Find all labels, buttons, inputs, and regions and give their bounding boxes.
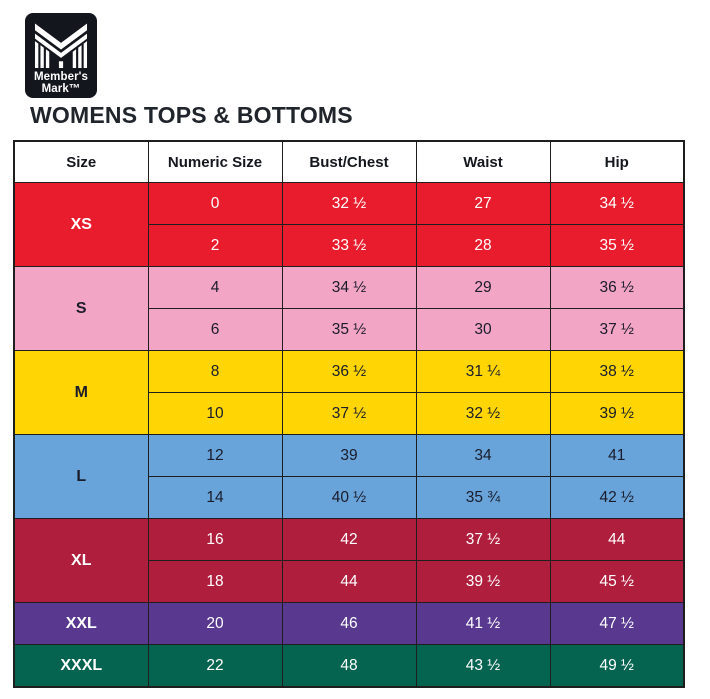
measurement-cell: 49 ½	[549, 644, 685, 688]
table-row: M 8 36 ½ 31 ¼ 38 ½	[13, 350, 685, 435]
logo-wordmark-line2: Mark™	[41, 83, 81, 95]
measurement-cell: 34	[415, 434, 551, 477]
size-group-cell: XL	[13, 518, 149, 603]
measurement-cell: 33 ½	[281, 224, 417, 267]
size-group-cell: XXXL	[13, 644, 149, 688]
table-header-row: Size Numeric Size Bust/Chest Waist Hip	[13, 140, 685, 183]
size-group-cell: XXL	[13, 602, 149, 645]
members-mark-monogram-icon	[34, 23, 88, 68]
size-chart-table: Size Numeric Size Bust/Chest Waist Hip XS 0 32…	[13, 140, 685, 688]
measurement-cell: 44	[549, 518, 685, 561]
table-row: L 12 39 34 41	[13, 434, 685, 519]
header-cell: Size	[13, 140, 149, 183]
measurement-cell: 14	[147, 476, 283, 519]
measurement-cell: 18	[147, 560, 283, 603]
header-cell: Hip	[549, 140, 685, 183]
measurement-cell: 48	[281, 644, 417, 688]
measurement-cell: 30	[415, 308, 551, 351]
measurement-cell: 32 ½	[281, 182, 417, 225]
table-row: S 4 34 ½ 29 36 ½	[13, 266, 685, 351]
measurement-cell: 32 ½	[415, 392, 551, 435]
measurement-cell: 42 ½	[549, 476, 685, 519]
measurement-cell: 37 ½	[415, 518, 551, 561]
measurement-cell: 45 ½	[549, 560, 685, 603]
size-group-cell: L	[13, 434, 149, 519]
header-cell: Bust/Chest	[281, 140, 417, 183]
measurement-cell: 6	[147, 308, 283, 351]
measurement-cell: 12	[147, 434, 283, 477]
size-chart-header: Size Numeric Size Bust/Chest Waist Hip	[13, 140, 685, 183]
measurement-cell: 10	[147, 392, 283, 435]
size-chart-body: XS 0 32 ½ 27 34 ½ 2 33 ½ 28 35 ½ S 4 34 ½ 29 36 ½ 6 35 …	[13, 182, 685, 688]
measurement-cell: 35 ½	[281, 308, 417, 351]
measurement-cell: 39	[281, 434, 417, 477]
header-cell: Numeric Size	[147, 140, 283, 183]
size-group-cell: S	[13, 266, 149, 351]
measurement-cell: 36 ½	[549, 266, 685, 309]
measurement-cell: 37 ½	[281, 392, 417, 435]
measurement-cell: 4	[147, 266, 283, 309]
measurement-cell: 16	[147, 518, 283, 561]
table-row: 10 37 ½ 32 ½ 39 ½	[14, 392, 685, 435]
table-row: 18 44 39 ½ 45 ½	[14, 560, 685, 603]
size-group-cell: XS	[13, 182, 149, 267]
measurement-cell: 38 ½	[549, 350, 685, 393]
measurement-cell: 39 ½	[549, 392, 685, 435]
measurement-cell: 27	[415, 182, 551, 225]
measurement-cell: 22	[147, 644, 283, 688]
measurement-cell: 41 ½	[415, 602, 551, 645]
measurement-cell: 39 ½	[415, 560, 551, 603]
size-group-cell: M	[13, 350, 149, 435]
table-row: XXL 20 46 41 ½ 47 ½	[13, 602, 685, 645]
measurement-cell: 36 ½	[281, 350, 417, 393]
table-row: 14 40 ½ 35 ¾ 42 ½	[14, 476, 685, 519]
table-row: XS 0 32 ½ 27 34 ½	[13, 182, 685, 267]
measurement-cell: 44	[281, 560, 417, 603]
logo-wordmark-line1: Member's	[33, 71, 89, 83]
measurement-cell: 34 ½	[549, 182, 685, 225]
measurement-cell: 20	[147, 602, 283, 645]
measurement-cell: 35 ¾	[415, 476, 551, 519]
measurement-cell: 34 ½	[281, 266, 417, 309]
measurement-cell: 28	[415, 224, 551, 267]
table-row: XXXL 22 48 43 ½ 49 ½	[13, 644, 685, 688]
measurement-cell: 42	[281, 518, 417, 561]
measurement-cell: 31 ¼	[415, 350, 551, 393]
measurement-cell: 37 ½	[549, 308, 685, 351]
measurement-cell: 43 ½	[415, 644, 551, 688]
measurement-cell: 29	[415, 266, 551, 309]
measurement-cell: 40 ½	[281, 476, 417, 519]
header-cell: Waist	[415, 140, 551, 183]
measurement-cell: 0	[147, 182, 283, 225]
page-title: WOMENS TOPS & BOTTOMS	[30, 102, 353, 128]
measurement-cell: 35 ½	[549, 224, 685, 267]
measurement-cell: 47 ½	[549, 602, 685, 645]
measurement-cell: 41	[549, 434, 685, 477]
table-row: XL 16 42 37 ½ 44	[13, 518, 685, 603]
measurement-cell: 46	[281, 602, 417, 645]
measurement-cell: 2	[147, 224, 283, 267]
members-mark-logo: Member's Mark™	[25, 13, 97, 98]
measurement-cell: 8	[147, 350, 283, 393]
